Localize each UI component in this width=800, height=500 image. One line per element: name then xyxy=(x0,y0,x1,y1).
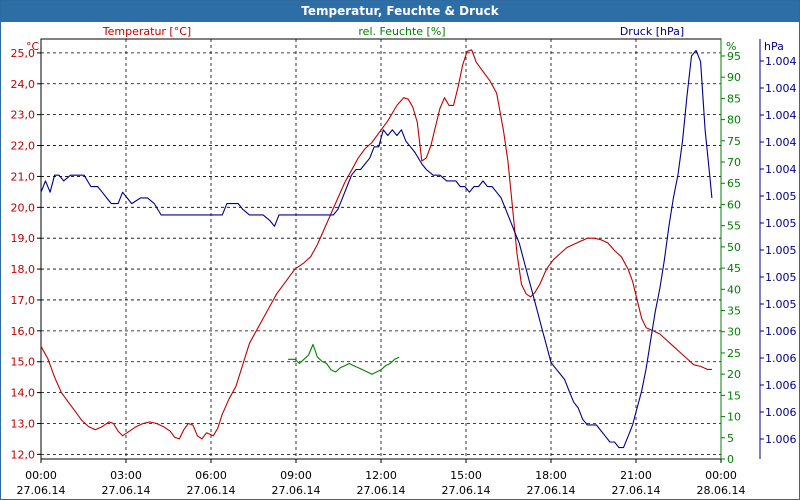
legend-pressure: Druck [hPa] xyxy=(620,25,684,38)
pressure-tick-label: 1.005 xyxy=(765,190,797,203)
window-title: Temperatur, Feuchte & Druck xyxy=(1,1,799,22)
x-tick-date: 27.06.14 xyxy=(527,484,576,497)
series-line-humidity xyxy=(288,343,400,375)
grid xyxy=(40,38,722,460)
x-tick-time: 00:00 xyxy=(705,469,737,482)
pressure-tick-label: 1.004 xyxy=(765,109,797,122)
pressure-tick-label: 1.006 xyxy=(765,406,797,419)
pressure-tick-label: 1.006 xyxy=(765,352,797,365)
x-tick-date: 27.06.14 xyxy=(272,484,321,497)
temp-tick-label: 14,0 xyxy=(11,387,36,400)
humidity-tick-label: 95 xyxy=(727,50,741,63)
temp-tick-label: 18,0 xyxy=(11,263,36,276)
temp-tick-label: 15,0 xyxy=(11,356,36,369)
x-tick-time: 00:00 xyxy=(25,469,57,482)
humidity-tick-label: 40 xyxy=(727,283,741,296)
pressure-tick-label: 1.004 xyxy=(765,136,797,149)
pressure-tick-label: 1.006 xyxy=(765,325,797,338)
humidity-tick-label: 25 xyxy=(727,347,741,360)
x-tick-time: 15:00 xyxy=(450,469,482,482)
series-line-pressure xyxy=(40,49,713,449)
humidity-tick-label: 70 xyxy=(727,156,741,169)
humidity-tick-label: 10 xyxy=(727,411,741,424)
humidity-tick-label: 20 xyxy=(727,368,741,381)
x-tick-date: 27.06.14 xyxy=(187,484,236,497)
x-tick-time: 09:00 xyxy=(280,469,312,482)
humidity-tick-label: 5 xyxy=(727,432,734,445)
temp-tick-label: 13,0 xyxy=(11,417,36,430)
temp-tick-label: 24,0 xyxy=(11,78,36,91)
temp-tick-label: 21,0 xyxy=(11,170,36,183)
pressure-tick-label: 1.004 xyxy=(765,55,797,68)
pressure-unit: hPa xyxy=(764,40,784,53)
x-tick-date: 27.06.14 xyxy=(612,484,661,497)
humidity-unit: % xyxy=(726,40,736,53)
humidity-tick-label: 90 xyxy=(727,71,741,84)
humidity-tick-label: 30 xyxy=(727,326,741,339)
temp-tick-label: 12,0 xyxy=(11,448,36,461)
temp-tick-label: 25,0 xyxy=(11,47,36,60)
humidity-tick-label: 15 xyxy=(727,389,741,402)
pressure-tick-label: 1.005 xyxy=(765,298,797,311)
temperature-unit: °C xyxy=(26,40,40,53)
humidity-tick-label: 45 xyxy=(727,262,741,275)
pressure-tick-label: 1.006 xyxy=(765,433,797,446)
humidity-tick-label: 60 xyxy=(727,198,741,211)
series-group xyxy=(40,49,713,449)
temp-tick-label: 19,0 xyxy=(11,232,36,245)
legend-temperature: Temperatur [°C] xyxy=(102,25,191,38)
x-tick-date: 27.06.14 xyxy=(102,484,151,497)
x-tick-date: 28.06.14 xyxy=(697,484,746,497)
humidity-tick-label: 50 xyxy=(727,241,741,254)
axes: 12,0 13,0 14,0 15,0 16,0 17,0 18,0 19,0 20,0 21,0… xyxy=(11,25,797,497)
pressure-tick-label: 1.005 xyxy=(765,217,797,230)
x-tick-time: 12:00 xyxy=(365,469,397,482)
humidity-tick-label: 0 xyxy=(727,453,734,466)
temp-tick-label: 20,0 xyxy=(11,201,36,214)
pressure-tick-label: 1.004 xyxy=(765,82,797,95)
humidity-tick-label: 75 xyxy=(727,135,741,148)
humidity-tick-label: 35 xyxy=(727,305,741,318)
humidity-tick-label: 65 xyxy=(727,177,741,190)
pressure-tick-label: 1.004 xyxy=(765,163,797,176)
x-tick-time: 03:00 xyxy=(110,469,142,482)
x-tick-date: 27.06.14 xyxy=(17,484,66,497)
humidity-tick-label: 80 xyxy=(727,114,741,127)
x-tick-time: 21:00 xyxy=(620,469,652,482)
x-tick-date: 27.06.14 xyxy=(357,484,406,497)
x-tick-date: 27.06.14 xyxy=(442,484,491,497)
pressure-tick-label: 1.005 xyxy=(765,271,797,284)
x-tick-time: 18:00 xyxy=(535,469,567,482)
legend-humidity: rel. Feuchte [%] xyxy=(358,25,445,38)
temp-tick-label: 23,0 xyxy=(11,109,36,122)
x-tick-time: 06:00 xyxy=(195,469,227,482)
pressure-tick-label: 1.006 xyxy=(765,379,797,392)
temp-tick-label: 16,0 xyxy=(11,325,36,338)
humidity-tick-label: 55 xyxy=(727,220,741,233)
pressure-tick-label: 1.005 xyxy=(765,244,797,257)
temp-tick-label: 22,0 xyxy=(11,140,36,153)
humidity-tick-label: 85 xyxy=(727,92,741,105)
temp-tick-label: 17,0 xyxy=(11,294,36,307)
series-line-temperature xyxy=(40,49,712,440)
